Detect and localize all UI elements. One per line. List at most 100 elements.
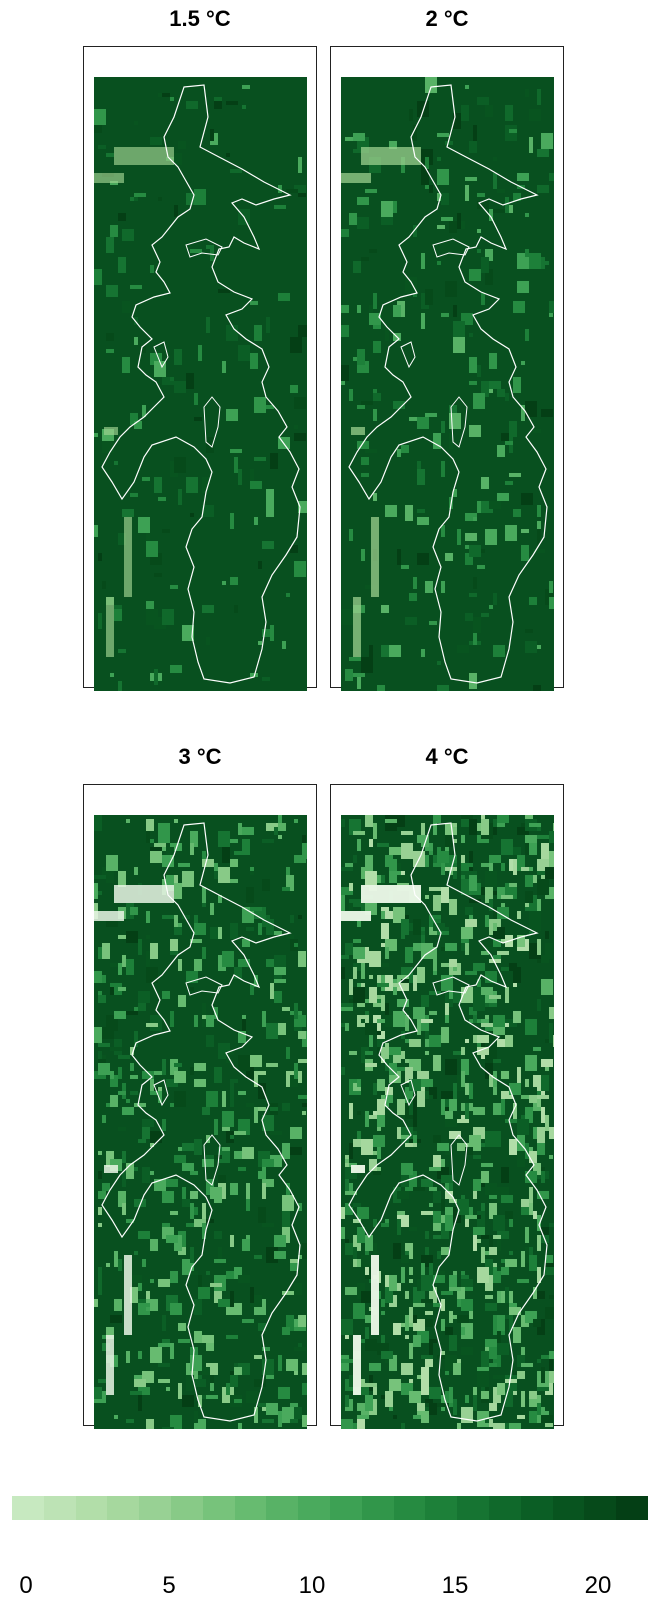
raster-cell bbox=[341, 1419, 353, 1429]
raster-cell bbox=[349, 1143, 353, 1151]
raster-cell bbox=[298, 501, 307, 513]
raster-cell bbox=[302, 1363, 307, 1375]
raster-cell bbox=[250, 1055, 262, 1067]
raster-cell bbox=[190, 1203, 194, 1219]
raster-cell bbox=[178, 1339, 190, 1343]
raster-cell bbox=[397, 863, 401, 871]
raster-cell bbox=[242, 939, 250, 947]
raster-cell bbox=[194, 923, 206, 935]
raster-cell bbox=[369, 1115, 381, 1119]
raster-cell bbox=[441, 1175, 453, 1183]
raster-cell bbox=[118, 963, 122, 975]
raster-cell bbox=[294, 425, 298, 429]
raster-cell bbox=[250, 469, 254, 481]
raster-cell bbox=[429, 1011, 437, 1015]
raster-cell bbox=[453, 823, 457, 827]
raster-cell bbox=[529, 109, 541, 121]
raster-cell bbox=[118, 1259, 122, 1271]
raster-cell bbox=[473, 1179, 481, 1191]
raster-cell bbox=[525, 89, 529, 97]
raster-cell bbox=[270, 1131, 282, 1135]
raster-cell bbox=[238, 1423, 242, 1429]
raster-cell bbox=[413, 975, 417, 991]
raster-cell bbox=[194, 1139, 202, 1155]
raster-cell bbox=[214, 863, 218, 871]
raster-cell bbox=[537, 1127, 545, 1143]
raster-cell bbox=[461, 1287, 473, 1291]
raster-cell bbox=[242, 1147, 254, 1159]
raster-cell bbox=[190, 249, 202, 253]
raster-cell bbox=[453, 863, 457, 867]
raster-cell bbox=[465, 85, 469, 89]
raster-cell bbox=[242, 1319, 254, 1323]
raster-cell bbox=[250, 983, 254, 995]
raster-cell bbox=[525, 875, 533, 887]
raster-cell bbox=[473, 1235, 477, 1251]
raster-cell bbox=[230, 923, 238, 939]
raster-cell bbox=[134, 867, 138, 875]
raster-cell bbox=[353, 939, 361, 943]
raster-cell bbox=[429, 1095, 433, 1099]
raster-cell bbox=[537, 1143, 545, 1155]
raster-cell bbox=[349, 903, 353, 915]
raster-cell bbox=[202, 859, 214, 867]
raster-cell bbox=[341, 1003, 353, 1007]
raster-cell bbox=[110, 225, 118, 237]
raster-cell bbox=[477, 97, 489, 105]
raster-cell bbox=[425, 1051, 429, 1055]
raster-cell bbox=[421, 313, 425, 329]
raster-cell bbox=[433, 1211, 441, 1223]
raster-cell bbox=[385, 505, 397, 517]
raster-cell bbox=[361, 401, 373, 405]
raster-cell bbox=[142, 1071, 154, 1079]
raster-cell bbox=[357, 1111, 361, 1115]
raster-cell bbox=[401, 1423, 405, 1429]
raster-cell bbox=[190, 939, 202, 943]
raster-cell bbox=[230, 839, 238, 843]
raster-cell bbox=[489, 899, 493, 911]
raster-cell bbox=[178, 1147, 182, 1151]
raster-cell bbox=[501, 1091, 513, 1099]
raster-cell bbox=[509, 473, 521, 477]
raster-cell bbox=[222, 361, 226, 373]
raster-cell bbox=[409, 417, 421, 421]
raster-cell bbox=[489, 995, 501, 999]
raster-cell bbox=[549, 1295, 554, 1299]
colorbar-step bbox=[584, 1496, 617, 1520]
raster-cell bbox=[405, 1039, 409, 1043]
raster-cell bbox=[170, 855, 174, 859]
raster-cell bbox=[489, 1235, 493, 1247]
raster-cell bbox=[445, 1215, 453, 1231]
raster-cell bbox=[449, 1287, 461, 1291]
raster-cell bbox=[505, 1259, 517, 1267]
raster-cell bbox=[497, 1267, 509, 1275]
raster-cell bbox=[194, 1063, 206, 1071]
raster-cell bbox=[517, 1151, 525, 1167]
raster-cell bbox=[349, 1147, 353, 1159]
raster-cell bbox=[282, 1195, 294, 1211]
raster-cell bbox=[421, 165, 429, 177]
raster-cell bbox=[445, 859, 453, 871]
raster-cell bbox=[114, 1299, 122, 1311]
raster-cell bbox=[529, 919, 541, 931]
raster-cell bbox=[533, 429, 541, 433]
raster-cell bbox=[497, 1231, 509, 1239]
raster-cell bbox=[485, 1183, 497, 1195]
raster-cell bbox=[190, 1355, 202, 1371]
raster-cell bbox=[429, 1203, 433, 1207]
raster-cell bbox=[385, 1015, 393, 1027]
raster-cell bbox=[298, 1059, 307, 1063]
raster-cell bbox=[158, 197, 162, 201]
raster-cell bbox=[254, 517, 258, 525]
map-1-5c bbox=[94, 77, 307, 691]
raster-cell bbox=[182, 1199, 190, 1207]
raster-cell bbox=[397, 1219, 401, 1235]
raster-cell bbox=[98, 553, 102, 561]
raster-cell bbox=[294, 1003, 298, 1019]
raster-cell bbox=[341, 1007, 353, 1011]
raster-cell bbox=[349, 1103, 353, 1119]
raster-cell bbox=[433, 863, 445, 867]
raster-cell bbox=[517, 281, 529, 293]
raster-cell bbox=[238, 1275, 250, 1283]
raster-cell bbox=[477, 193, 485, 197]
